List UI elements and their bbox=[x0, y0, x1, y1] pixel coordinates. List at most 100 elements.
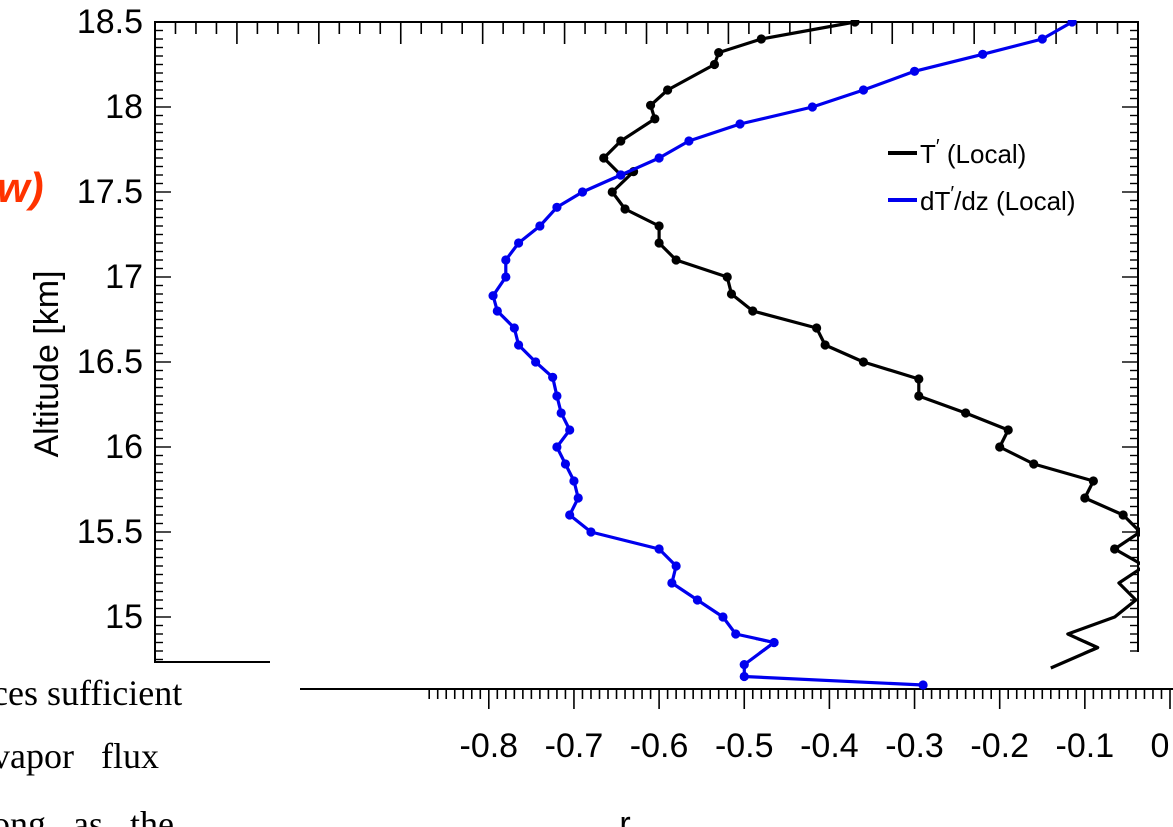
x-tick-label: -0.6 bbox=[630, 727, 689, 765]
series-line bbox=[491, 20, 1073, 652]
x-tick-label: -0.5 bbox=[715, 727, 774, 765]
data-point bbox=[663, 85, 673, 95]
data-point-lower bbox=[739, 671, 749, 682]
data-point bbox=[667, 578, 677, 588]
data-point bbox=[654, 238, 664, 248]
y-tick-labels: 15 15.5 16 16.5 17 17.5 18 18.5 bbox=[77, 3, 143, 636]
data-point bbox=[654, 221, 664, 231]
data-point bbox=[735, 119, 745, 129]
data-point bbox=[1003, 425, 1013, 435]
x-tick-label: 0 bbox=[1151, 727, 1170, 765]
data-point bbox=[722, 272, 732, 282]
x-tick-labels: -0.8 -0.7 -0.6 -0.5 -0.4 -0.3 -0.2 -0.1 0 bbox=[460, 727, 1170, 765]
y-tick-label: 16 bbox=[105, 428, 143, 466]
y-tick-label: 17 bbox=[105, 258, 143, 296]
y-tick-label: 17.5 bbox=[77, 173, 143, 211]
series-t-local bbox=[599, 20, 1140, 652]
data-point bbox=[492, 306, 502, 316]
data-point bbox=[565, 510, 575, 520]
data-point bbox=[607, 187, 617, 197]
cropped-body-text-line-1: ces sufficient bbox=[0, 673, 182, 713]
data-point bbox=[914, 374, 924, 384]
data-point bbox=[731, 629, 741, 639]
data-point bbox=[1067, 20, 1077, 27]
data-point bbox=[645, 100, 656, 110]
data-point bbox=[807, 102, 817, 112]
series-line bbox=[602, 20, 1140, 652]
data-point bbox=[501, 255, 511, 265]
series-layer bbox=[488, 20, 1140, 652]
data-point bbox=[748, 306, 758, 316]
cropped-body-text-line-3: ong as the bbox=[0, 804, 174, 827]
y-tick-label: 15 bbox=[105, 598, 143, 636]
data-point bbox=[654, 544, 664, 554]
data-point bbox=[535, 221, 545, 231]
y-tick-label: 16.5 bbox=[77, 343, 143, 381]
data-point bbox=[509, 323, 519, 333]
x-tick-label: -0.7 bbox=[545, 727, 604, 765]
data-point bbox=[858, 85, 869, 95]
data-point bbox=[709, 59, 720, 70]
data-point bbox=[556, 408, 566, 418]
data-point bbox=[616, 136, 626, 146]
y-tick-label: 15.5 bbox=[77, 513, 143, 551]
data-point bbox=[573, 493, 583, 503]
data-point bbox=[488, 291, 498, 301]
data-point bbox=[620, 204, 630, 214]
x-tick-label: -0.4 bbox=[800, 727, 859, 765]
cropped-red-label: w) bbox=[0, 164, 44, 211]
y-tick-label: 18.5 bbox=[77, 3, 143, 41]
data-point bbox=[560, 459, 571, 469]
series-line-lower bbox=[1050, 640, 1100, 670]
x-tick-label: -0.3 bbox=[885, 727, 944, 765]
data-point bbox=[599, 153, 609, 163]
data-point bbox=[684, 136, 694, 146]
data-point bbox=[978, 49, 988, 59]
cropped-body-text-line-2: vapor flux bbox=[0, 736, 159, 776]
data-point bbox=[552, 442, 562, 452]
data-point bbox=[995, 442, 1005, 452]
data-point bbox=[769, 637, 779, 648]
series-lower-1 bbox=[739, 640, 928, 690]
data-point bbox=[514, 340, 524, 350]
data-point bbox=[531, 357, 541, 367]
x-tick-label: -0.8 bbox=[460, 727, 519, 765]
data-point bbox=[1029, 459, 1039, 469]
data-point bbox=[812, 323, 822, 333]
data-point bbox=[858, 357, 869, 367]
upper-panel-ticks bbox=[154, 21, 1139, 661]
data-point bbox=[961, 408, 971, 418]
x-axis-title: r bbox=[619, 805, 630, 827]
data-point bbox=[671, 561, 681, 571]
data-point-lower bbox=[918, 680, 928, 690]
data-point bbox=[671, 255, 681, 265]
data-point-lower bbox=[739, 660, 749, 670]
data-point bbox=[718, 612, 728, 622]
y-tick-label: 18 bbox=[105, 88, 143, 126]
data-point bbox=[548, 372, 558, 382]
data-point bbox=[552, 202, 562, 212]
series-dtdz-local bbox=[488, 20, 1077, 652]
data-point bbox=[586, 527, 596, 537]
legend: T′ (Local) dT′/dz (Local) bbox=[888, 136, 1075, 216]
data-point bbox=[1118, 510, 1128, 520]
data-point bbox=[569, 476, 579, 486]
data-point bbox=[756, 34, 766, 44]
data-point bbox=[565, 425, 575, 435]
data-point bbox=[1080, 493, 1090, 503]
data-point bbox=[1088, 476, 1098, 486]
data-point bbox=[909, 66, 920, 76]
x-tick-label: -0.2 bbox=[970, 727, 1029, 765]
data-point bbox=[552, 391, 562, 401]
data-point bbox=[726, 289, 737, 299]
data-point bbox=[1139, 564, 1140, 568]
data-point bbox=[692, 595, 703, 605]
upper-plot-frame bbox=[154, 21, 1139, 663]
data-point bbox=[1110, 544, 1120, 554]
data-point bbox=[1135, 527, 1140, 537]
data-point bbox=[577, 187, 588, 197]
data-point bbox=[650, 114, 660, 124]
data-point bbox=[654, 153, 664, 163]
legend-label-dtdz-local: dT′/dz (Local) bbox=[920, 183, 1075, 216]
